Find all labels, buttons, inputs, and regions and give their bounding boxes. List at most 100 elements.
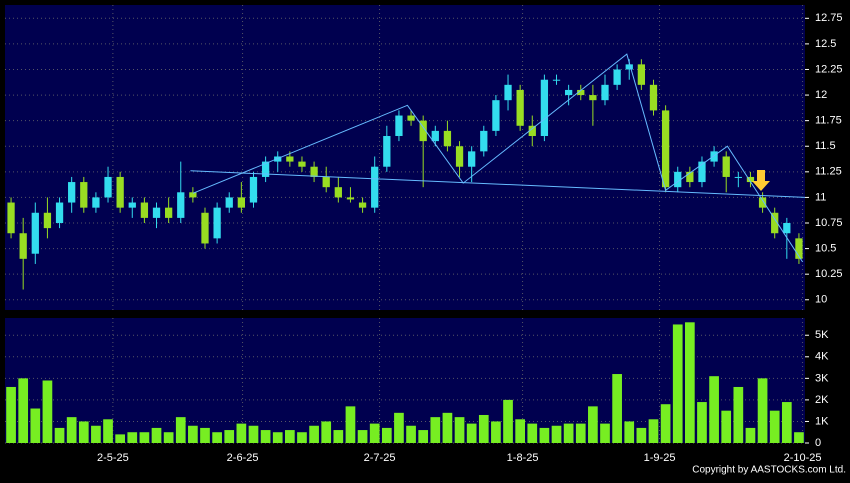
candle-body [407, 115, 415, 121]
candle-body [577, 89, 585, 96]
volume-bar [30, 408, 41, 443]
volume-bar [224, 430, 235, 443]
candle-body [358, 202, 367, 208]
candle-body [516, 89, 524, 126]
volume-bar [612, 374, 622, 443]
volume-bar [248, 425, 259, 443]
candle-body [698, 161, 706, 183]
candle-body [80, 182, 88, 208]
volume-bar [685, 322, 695, 443]
y-tick-label: 10.75 [815, 217, 843, 229]
volume-bar [781, 402, 792, 443]
candle-body [674, 171, 682, 188]
volume-bar [503, 399, 513, 443]
y-tick-label: 3K [815, 372, 829, 384]
volume-bar [18, 378, 29, 443]
candle-body [68, 182, 76, 203]
candle-body [213, 207, 221, 239]
candle-body [601, 84, 609, 101]
volume-bar [6, 386, 16, 443]
candle-body [686, 171, 694, 183]
candle-body [371, 166, 379, 208]
volume-bar [54, 427, 65, 443]
volume-bar [297, 432, 307, 443]
candle-body [455, 146, 464, 167]
candle-body [504, 84, 512, 101]
volume-bar [309, 425, 319, 443]
volume-bar [769, 410, 780, 443]
candle-body [140, 202, 149, 218]
y-tick-label: 11.75 [815, 115, 842, 127]
y-tick-label: 2K [815, 394, 829, 406]
candle-body [128, 202, 136, 208]
y-tick-label: 12.5 [815, 38, 836, 50]
candle-body [528, 125, 536, 137]
volume-bar [466, 423, 477, 443]
x-tick-label: 1-9-25 [644, 452, 676, 464]
candle-body [637, 64, 645, 85]
x-tick-label: 2-7-25 [364, 452, 396, 464]
y-tick-label: 0 [815, 437, 821, 449]
volume-bar [381, 427, 392, 443]
volume-bar [757, 378, 768, 443]
candle-body [783, 223, 791, 234]
candle-body [795, 238, 803, 259]
candle-body [552, 79, 561, 81]
volume-bar [672, 324, 683, 443]
signal-arrow [752, 170, 770, 191]
volume-bar [139, 432, 150, 443]
x-tick-label: 2-6-25 [227, 452, 259, 464]
candle-body [104, 176, 112, 198]
candle-body [286, 156, 294, 162]
volume-bar [660, 404, 671, 443]
volume-bar [575, 423, 586, 443]
candle-body [419, 120, 427, 142]
y-tick-label: 5K [815, 329, 829, 341]
candle-body [201, 212, 209, 244]
volume-bar [369, 423, 380, 443]
price-panel [5, 5, 805, 310]
volume-bar [442, 412, 453, 443]
volume-bar [236, 423, 247, 443]
volume-bar [115, 434, 125, 443]
candle-body [165, 207, 173, 218]
candle-body [152, 207, 161, 218]
volume-bar [745, 427, 756, 443]
candle-body [649, 84, 658, 111]
y-tick-label: 12 [815, 89, 827, 101]
y-tick-label: 11.25 [815, 166, 842, 178]
volume-panel [5, 318, 805, 443]
trendline [190, 170, 806, 198]
volume-bar [285, 430, 295, 443]
y-tick-label: 11.5 [815, 140, 836, 152]
y-tick-label: 10.25 [815, 268, 843, 280]
volume-bar [527, 423, 538, 443]
volume-bar [42, 380, 53, 443]
volume-bar [733, 386, 744, 443]
candle-body [758, 197, 767, 208]
candle-body [625, 64, 633, 70]
candle-body [237, 197, 245, 208]
volume-bar [588, 406, 598, 443]
volume-bar [66, 417, 77, 443]
candle-body [771, 212, 779, 234]
volume-bar [478, 414, 489, 443]
volume-bar [418, 430, 429, 443]
volume-bar [636, 427, 647, 443]
candle-body [298, 161, 306, 167]
volume-bar [103, 419, 113, 443]
y-tick-label: 4K [815, 351, 829, 363]
candle-body [383, 136, 391, 167]
candle-body [722, 156, 730, 177]
volume-bar [321, 421, 332, 443]
candle-body [589, 95, 597, 101]
trendline [192, 53, 803, 263]
candle-body [177, 192, 185, 218]
volume-bar [175, 417, 186, 443]
candle-body [261, 161, 270, 177]
volume-bar [563, 423, 574, 443]
volume-bar [91, 425, 101, 443]
volume-bar [357, 430, 368, 443]
x-tick-label: 2-5-25 [97, 452, 129, 464]
volume-bar [212, 432, 222, 443]
